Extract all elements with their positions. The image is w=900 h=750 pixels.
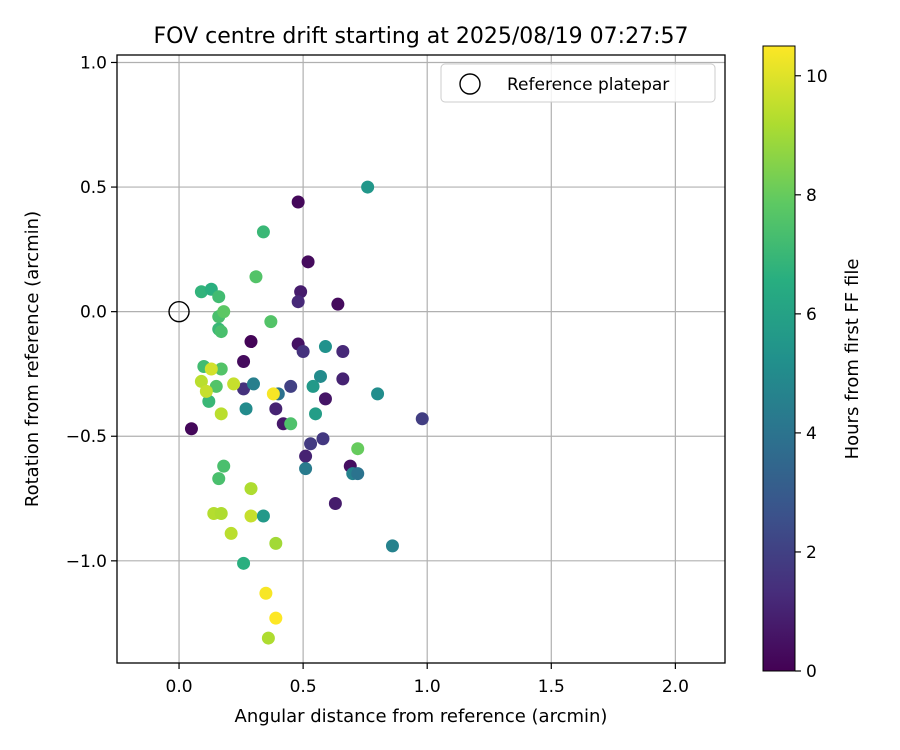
data-point [309, 407, 323, 421]
data-point [199, 384, 213, 398]
data-point [244, 482, 258, 496]
data-point [299, 449, 313, 463]
data-point [269, 402, 283, 416]
data-point [351, 442, 365, 456]
colorbar-ticks: 0 2 4 6 8 10 [795, 67, 828, 682]
data-point [313, 369, 327, 383]
data-point [259, 586, 273, 600]
data-point [261, 631, 275, 645]
data-point [351, 467, 365, 481]
colorbar-tick-label: 6 [806, 305, 817, 325]
data-point [194, 374, 208, 388]
data-point [227, 377, 241, 391]
colorbar-tick-label: 4 [806, 424, 817, 444]
data-point [214, 506, 228, 520]
x-axis-ticks: 0.0 0.5 1.0 1.5 2.0 [166, 663, 689, 697]
data-point [249, 270, 263, 284]
data-point [336, 372, 350, 386]
y-tick-label: 0.0 [80, 303, 107, 323]
grid [117, 55, 725, 663]
data-point [244, 335, 258, 349]
data-point [304, 437, 318, 451]
colorbar-gradient [762, 45, 796, 672]
x-tick-label: 1.5 [538, 677, 565, 697]
data-point [214, 407, 228, 421]
data-point [264, 315, 278, 329]
data-points [168, 180, 429, 645]
plot-area [116, 54, 726, 664]
data-point [212, 290, 226, 304]
data-point [224, 526, 238, 540]
reference-platepar-marker [168, 300, 190, 323]
data-point [415, 412, 429, 426]
y-axis-ticks: 1.0 0.5 0.0 −0.5 −1.0 [66, 53, 117, 572]
x-tick-label: 1.0 [414, 677, 441, 697]
data-point [269, 611, 283, 625]
data-point [217, 305, 231, 319]
data-point [256, 225, 270, 239]
data-point [361, 180, 375, 194]
y-tick-label: −1.0 [66, 552, 107, 572]
colorbar-tick-label: 10 [806, 67, 828, 87]
legend-box [440, 63, 716, 103]
data-point [316, 432, 330, 446]
data-point [318, 392, 332, 406]
data-point [291, 195, 305, 209]
data-point [194, 285, 208, 299]
colorbar-label: Hours from first FF file [842, 259, 863, 460]
data-point [296, 345, 310, 359]
data-point [299, 462, 313, 476]
colorbar-tick-label: 2 [806, 543, 817, 563]
legend-entry-reference: Reference platepar [507, 75, 669, 95]
data-point [204, 362, 218, 376]
data-point [237, 382, 251, 396]
data-point [371, 387, 385, 401]
data-point [331, 297, 345, 311]
data-point [202, 394, 216, 408]
data-point [237, 556, 251, 570]
data-point [301, 255, 315, 269]
data-point [239, 402, 253, 416]
data-point [336, 345, 350, 359]
colorbar-tick-label: 0 [806, 662, 817, 682]
x-tick-label: 0.0 [166, 677, 193, 697]
data-point [212, 472, 226, 486]
data-point [214, 362, 228, 376]
colorbar: 0 2 4 6 8 10 Hours from first FF file [762, 45, 863, 682]
data-point [246, 377, 260, 391]
data-point [266, 387, 280, 401]
data-point [237, 354, 251, 368]
x-tick-label: 0.5 [290, 677, 317, 697]
y-tick-label: −0.5 [66, 427, 107, 447]
data-point [294, 285, 308, 299]
data-point [184, 422, 198, 436]
data-point [318, 340, 332, 354]
data-point [306, 379, 320, 393]
data-point [385, 539, 399, 553]
y-axis-label: Rotation from reference (arcmin) [22, 211, 43, 507]
data-point [217, 459, 231, 473]
data-point [209, 379, 223, 393]
data-point [291, 295, 305, 309]
data-point [328, 497, 342, 511]
data-point [214, 325, 228, 339]
y-tick-label: 0.5 [80, 178, 107, 198]
legend: Reference platepar [440, 63, 716, 103]
x-tick-label: 2.0 [662, 677, 689, 697]
data-point [284, 417, 298, 431]
data-point [269, 536, 283, 550]
legend-reference-marker [459, 73, 481, 95]
data-point [244, 509, 258, 523]
colorbar-tick-label: 8 [806, 186, 817, 206]
data-point [284, 379, 298, 393]
data-point [256, 509, 270, 523]
y-tick-label: 1.0 [80, 53, 107, 73]
chart-title: FOV centre drift starting at 2025/08/19 … [154, 24, 689, 49]
x-axis-label: Angular distance from reference (arcmin) [235, 706, 608, 727]
